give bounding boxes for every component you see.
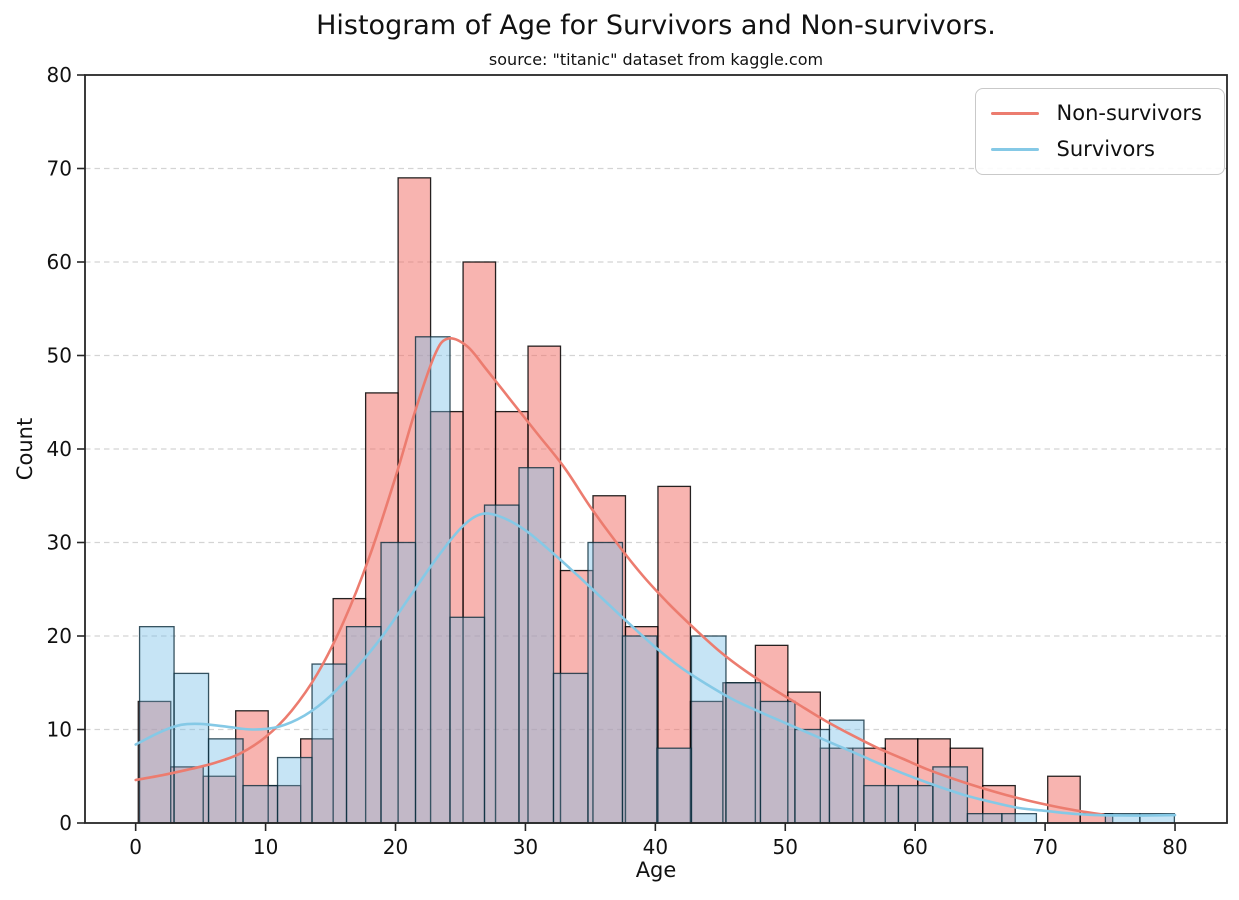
x-tick-label: 80 [1162,835,1187,859]
x-tick-label: 70 [1032,835,1057,859]
survivors-line-swatch [990,147,1039,152]
y-tick-label: 60 [47,250,72,274]
chart-title: Histogram of Age for Survivors and Non-s… [316,10,996,41]
y-tick-label: 80 [47,63,72,87]
x-tick-label: 60 [902,835,927,859]
plot-spines [84,74,1228,824]
legend-label: Survivors [1056,137,1155,162]
y-tick-label: 0 [59,811,72,835]
legend-entry-survivors: Survivors [990,137,1202,162]
y-tick-label: 70 [47,157,72,181]
kde-line-survivors [134,512,1177,817]
y-tick-label: 10 [47,718,72,742]
y-tick-label: 20 [47,624,72,648]
non-survivors-line-swatch [990,111,1039,116]
legend-label: Non-survivors [1056,101,1202,125]
x-tick-label: 40 [643,835,668,859]
y-tick-label: 30 [47,531,72,555]
x-tick-label: 30 [513,835,538,859]
kde-line-non-survivors [134,337,1105,816]
legend: Non-survivors Survivors [974,88,1225,176]
x-tick-label: 0 [129,835,142,859]
x-tick-label: 10 [253,835,278,859]
x-tick-label: 50 [773,835,798,859]
bars-survivors [138,336,1176,824]
y-tick-label: 50 [47,344,72,368]
y-tick-label: 40 [47,437,72,461]
y-axis-label: Count [13,417,37,481]
axes: 0 10 20 30 40 50 60 70 80 0 10 20 30 40 50 60 70 80 [47,63,1228,859]
legend-entry-non-survivors: Non-survivors [990,101,1202,125]
x-axis-label: Age [635,858,677,882]
chart-subtitle: source: "titanic" dataset from kaggle.co… [488,50,824,69]
bars-non-survivors [137,177,1114,824]
x-tick-label: 20 [383,835,408,859]
